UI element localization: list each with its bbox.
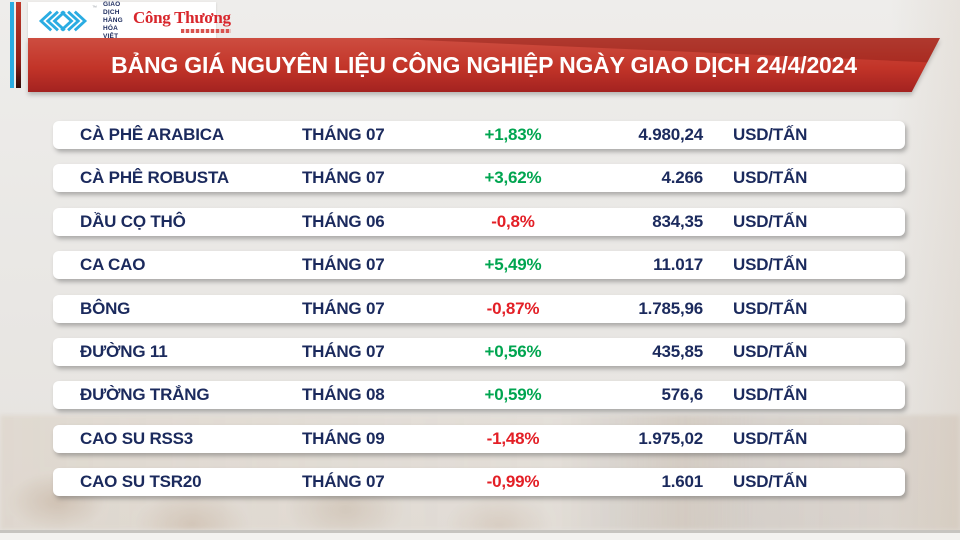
price-value: 435,85 — [652, 341, 703, 361]
commodity-name: CAO SU TSR20 — [80, 472, 202, 492]
table-row: CÀ PHÊ ROBUSTA THÁNG 07 +3,62% 4.266 USD… — [53, 164, 905, 193]
commodity-price-table: CÀ PHÊ ARABICA THÁNG 07 +1,83% 4.980,24 … — [53, 121, 905, 512]
logo-plate: ™ SỞ GIAO DỊCH HÀNG HÓA VIỆT NAM Công Th… — [28, 1, 231, 48]
contract-month: THÁNG 08 — [302, 385, 385, 405]
price-value: 1.785,96 — [638, 298, 703, 318]
table-row: CA CAO THÁNG 07 +5,49% 11.017 USD/TẤN — [53, 251, 905, 280]
commodity-name: ĐƯỜNG TRẮNG — [80, 385, 210, 405]
contract-month: THÁNG 06 — [302, 211, 385, 231]
price-unit: USD/TẤN — [733, 211, 808, 231]
commodity-name: BÔNG — [80, 298, 131, 318]
contract-month: THÁNG 07 — [302, 472, 385, 492]
change-percent: -0,87% — [486, 298, 540, 318]
price-value: 4.980,24 — [638, 125, 703, 144]
change-percent: -0,99% — [486, 472, 540, 492]
price-value: 1.975,02 — [638, 428, 703, 448]
price-unit: USD/TẤN — [733, 298, 808, 318]
newspaper-tagline-bar — [180, 29, 231, 33]
table-row: DẦU CỌ THÔ THÁNG 06 -0,8% 834,35 USD/TẤN — [53, 207, 905, 236]
bottom-strip — [0, 533, 960, 540]
commodity-name: CA CAO — [80, 255, 146, 275]
newspaper-title: Công Thương — [132, 8, 231, 27]
left-accent-bar-cyan — [10, 2, 14, 88]
page-title: BẢNG GIÁ NGUYÊN LIỆU CÔNG NGHIỆP NGÀY GI… — [111, 51, 857, 78]
table-row: ĐƯỜNG TRẮNG THÁNG 08 +0,59% 576,6 USD/TẤ… — [53, 381, 905, 410]
title-banner: BẢNG GIÁ NGUYÊN LIỆU CÔNG NGHIỆP NGÀY GI… — [28, 38, 940, 92]
price-unit: USD/TẤN — [733, 385, 808, 405]
commodity-name: DẦU CỌ THÔ — [80, 211, 186, 231]
mxv-chevron-logo-icon — [38, 10, 88, 31]
contract-month: THÁNG 07 — [302, 341, 385, 361]
price-value: 11.017 — [653, 255, 703, 275]
table-row: BÔNG THÁNG 07 -0,87% 1.785,96 USD/TẤN — [53, 294, 905, 323]
price-value: 576,6 — [661, 385, 703, 405]
change-percent: +5,49% — [484, 255, 542, 275]
price-value: 4.266 — [661, 168, 703, 188]
bottom-divider — [0, 530, 960, 533]
change-percent: -1,48% — [486, 428, 540, 448]
contract-month: THÁNG 07 — [302, 298, 385, 318]
trademark-symbol: ™ — [92, 5, 97, 11]
left-accent-bar-red — [16, 2, 21, 88]
change-percent: -0,8% — [491, 211, 535, 231]
price-value: 834,35 — [652, 211, 703, 231]
table-row: CÀ PHÊ ARABICA THÁNG 07 +1,83% 4.980,24 … — [53, 121, 905, 149]
price-unit: USD/TẤN — [733, 472, 808, 492]
commodity-name: CÀ PHÊ ARABICA — [80, 125, 224, 144]
commodity-name: CAO SU RSS3 — [80, 428, 194, 448]
change-percent: +3,62% — [484, 168, 542, 188]
change-percent: +1,83% — [484, 125, 542, 144]
price-unit: USD/TẤN — [733, 125, 808, 144]
table-row: CAO SU TSR20 THÁNG 07 -0,99% 1.601 USD/T… — [53, 468, 905, 497]
contract-month: THÁNG 07 — [302, 168, 385, 188]
price-unit: USD/TẤN — [733, 255, 808, 275]
commodity-name: ĐƯỜNG 11 — [80, 341, 168, 361]
contract-month: THÁNG 07 — [302, 125, 385, 144]
table-row: ĐƯỜNG 11 THÁNG 07 +0,56% 435,85 USD/TẤN — [53, 337, 905, 366]
commodity-name: CÀ PHÊ ROBUSTA — [80, 168, 229, 188]
price-unit: USD/TẤN — [733, 341, 808, 361]
table-row: CAO SU RSS3 THÁNG 09 -1,48% 1.975,02 USD… — [53, 424, 905, 453]
change-percent: +0,56% — [484, 341, 542, 361]
contract-month: THÁNG 09 — [302, 428, 385, 448]
price-value: 1.601 — [661, 472, 703, 492]
newspaper-logo: Công Thương — [133, 8, 231, 33]
contract-month: THÁNG 07 — [302, 255, 385, 275]
price-unit: USD/TẤN — [733, 428, 808, 448]
change-percent: +0,59% — [484, 385, 542, 405]
price-unit: USD/TẤN — [733, 168, 808, 188]
